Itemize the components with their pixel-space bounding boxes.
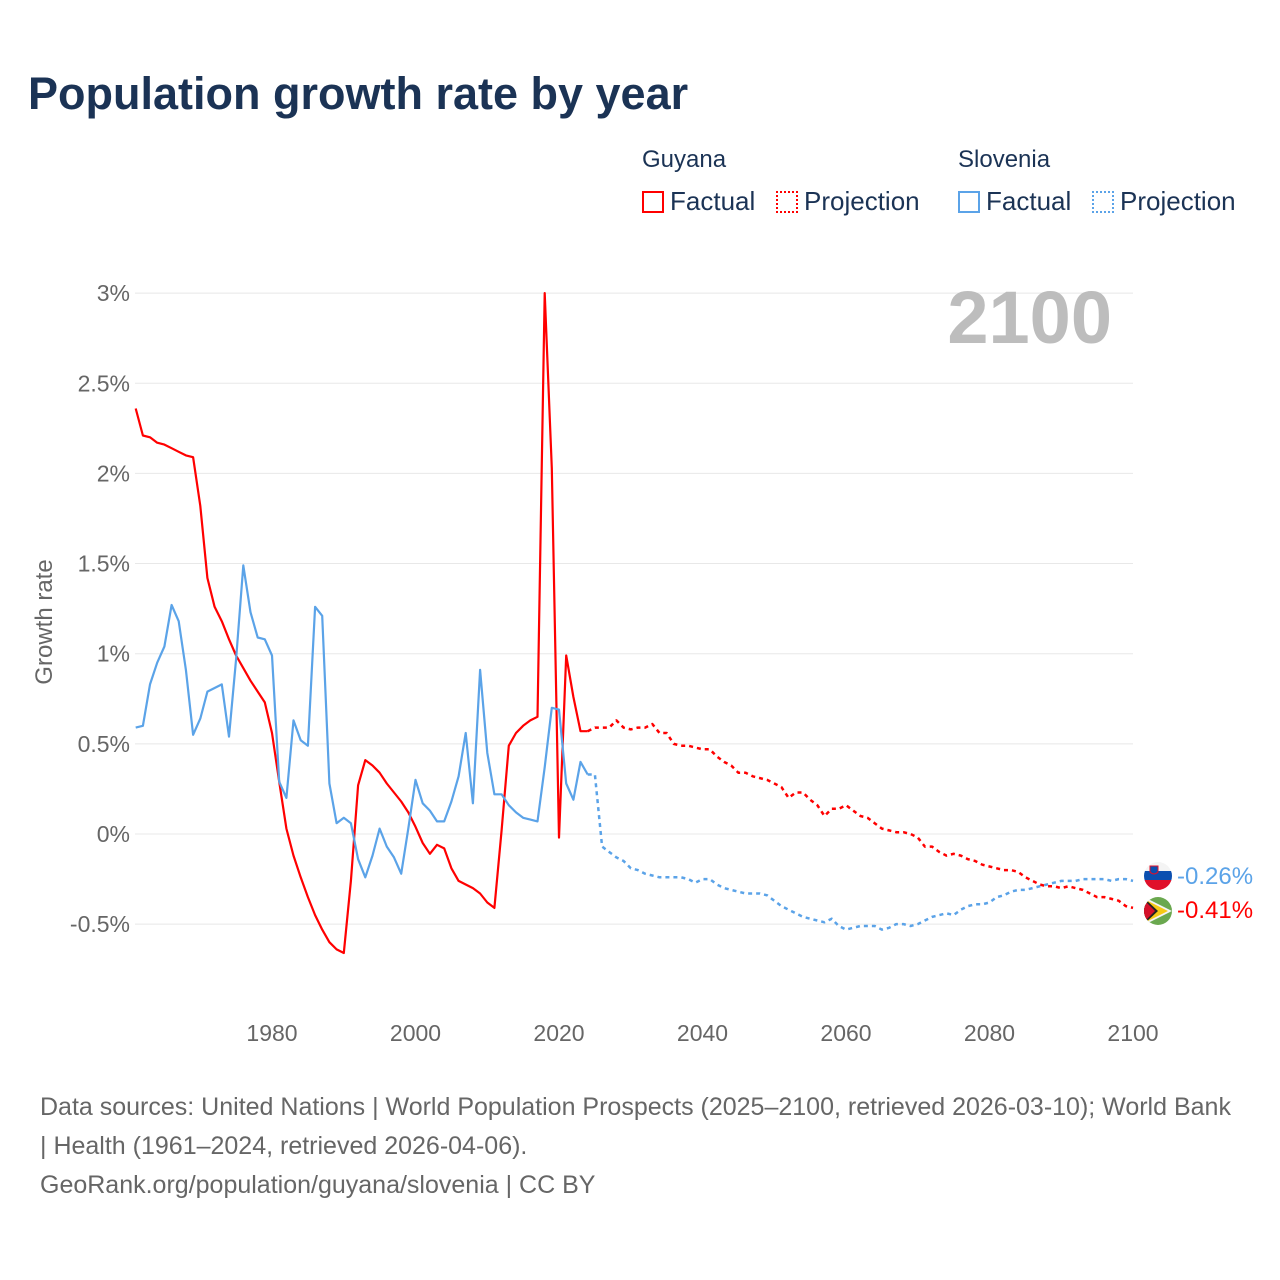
chart-title: Population growth rate by year — [28, 68, 689, 119]
slovenia-factual-line — [135, 564, 589, 879]
legend-label: Projection — [1120, 186, 1236, 216]
legend-label: Projection — [804, 186, 920, 216]
x-tick-label: 2080 — [964, 1020, 1015, 1046]
legend-group-guyana: Guyana — [642, 146, 727, 173]
legend-guyana-factual[interactable]: Factual — [642, 186, 755, 217]
y-tick-label: 0.5% — [78, 731, 130, 757]
y-tick-label: 3% — [97, 280, 130, 306]
x-tick-label: 2040 — [677, 1020, 728, 1046]
flag-slovenia — [1144, 862, 1172, 890]
flag-guyana — [1144, 897, 1172, 925]
x-tick-label: 2060 — [820, 1020, 871, 1046]
y-tick-label: 1% — [97, 641, 130, 667]
slovenia-end-value: -0.26% — [1177, 863, 1253, 890]
legend-guyana-projection[interactable]: Projection — [776, 186, 920, 217]
y-tick-label: 2.5% — [78, 370, 130, 396]
year-label: 2100 — [947, 276, 1112, 359]
legend-slovenia-factual[interactable]: Factual — [958, 186, 1071, 217]
y-tick-label: 2% — [97, 460, 130, 486]
legend-label: Factual — [670, 186, 756, 216]
legend-group-slovenia: Slovenia — [958, 146, 1051, 173]
data-sources: Data sources: United Nations | World Pop… — [40, 1093, 1231, 1160]
x-tick-label: 1980 — [246, 1020, 297, 1046]
legend-swatch-dotted — [776, 190, 798, 213]
x-tick-label: 2000 — [390, 1020, 441, 1046]
x-tick-label: 2020 — [533, 1020, 584, 1046]
y-tick-label: -0.5% — [70, 911, 130, 937]
guyana-factual-line — [134, 292, 588, 955]
legend-swatch-solid — [958, 190, 980, 213]
y-tick-label: 1.5% — [78, 551, 130, 577]
x-tick-label: 2100 — [1107, 1020, 1158, 1046]
y-tick-label: 0% — [97, 821, 130, 847]
y-axis-label: Growth rate — [31, 559, 58, 684]
legend-slovenia-projection[interactable]: Projection — [1092, 186, 1236, 217]
guyana-projection-line — [587, 719, 1134, 910]
footer: Data sources: United Nations | World Pop… — [40, 1088, 1240, 1205]
legend-swatch-solid — [642, 190, 664, 213]
credit-link[interactable]: GeoRank.org/population/guyana/slovenia |… — [40, 1171, 596, 1199]
legend-swatch-dotted — [1092, 190, 1114, 213]
legend-label: Factual — [986, 186, 1072, 216]
slovenia-projection-line — [587, 773, 1134, 931]
guyana-end-value: -0.41% — [1177, 897, 1253, 924]
